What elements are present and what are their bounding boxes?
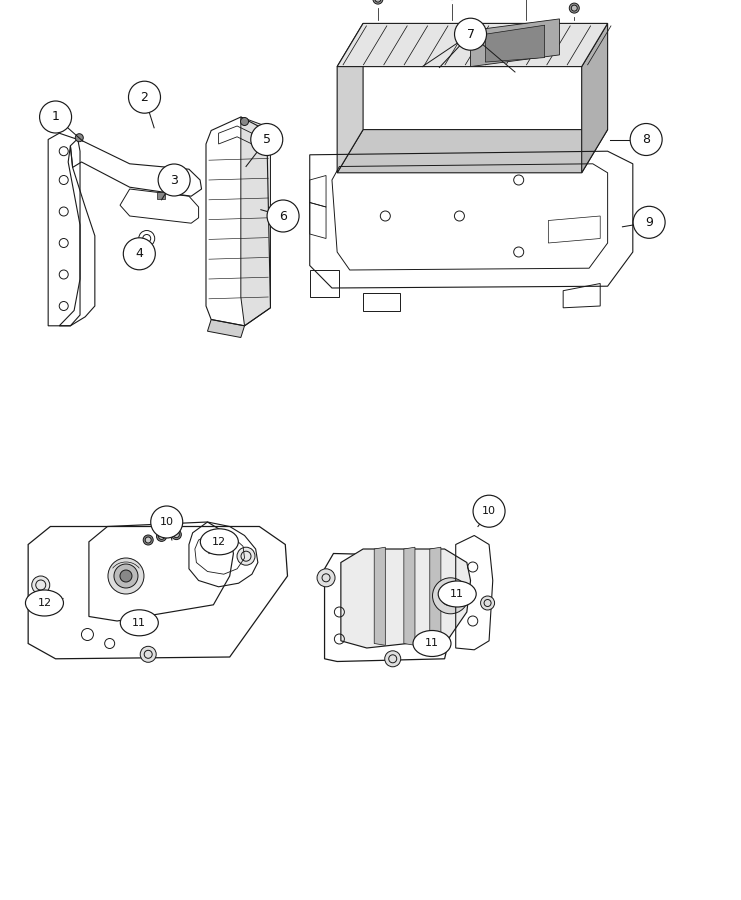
Text: 10: 10: [482, 506, 496, 517]
Ellipse shape: [200, 529, 239, 554]
Circle shape: [441, 586, 460, 606]
Text: 3: 3: [170, 174, 178, 186]
Circle shape: [473, 495, 505, 527]
Circle shape: [267, 200, 299, 232]
Circle shape: [114, 564, 138, 588]
Circle shape: [571, 5, 577, 11]
Text: 1: 1: [52, 111, 59, 123]
Polygon shape: [430, 547, 441, 645]
Text: 2: 2: [141, 91, 148, 104]
Circle shape: [385, 651, 401, 667]
Circle shape: [76, 134, 83, 141]
Circle shape: [481, 596, 494, 610]
Circle shape: [39, 101, 72, 133]
Polygon shape: [471, 19, 559, 67]
Polygon shape: [337, 23, 608, 67]
Polygon shape: [404, 547, 415, 645]
Polygon shape: [337, 130, 608, 173]
Text: 5: 5: [263, 133, 270, 146]
Text: 9: 9: [645, 216, 653, 229]
Text: 12: 12: [212, 536, 227, 547]
Polygon shape: [374, 547, 385, 645]
Circle shape: [32, 590, 50, 608]
Circle shape: [158, 164, 190, 196]
Text: 8: 8: [642, 133, 650, 146]
Text: 11: 11: [133, 617, 146, 628]
Polygon shape: [337, 23, 363, 173]
Circle shape: [454, 18, 487, 50]
Text: 11: 11: [425, 638, 439, 649]
Polygon shape: [241, 117, 270, 326]
Circle shape: [140, 646, 156, 662]
Polygon shape: [207, 320, 245, 338]
Text: 11: 11: [451, 589, 464, 599]
Circle shape: [375, 0, 381, 2]
Circle shape: [143, 535, 153, 545]
Polygon shape: [157, 192, 165, 199]
Polygon shape: [582, 23, 608, 173]
Text: 6: 6: [279, 210, 287, 222]
Circle shape: [108, 558, 144, 594]
Circle shape: [120, 570, 132, 582]
Ellipse shape: [120, 610, 159, 635]
Circle shape: [630, 123, 662, 156]
Ellipse shape: [25, 590, 64, 616]
Circle shape: [241, 118, 248, 125]
Circle shape: [156, 531, 167, 542]
Circle shape: [159, 534, 165, 539]
Circle shape: [145, 537, 151, 543]
Circle shape: [32, 576, 50, 594]
Circle shape: [123, 238, 156, 270]
Text: 4: 4: [136, 248, 143, 260]
Circle shape: [171, 529, 182, 540]
Polygon shape: [485, 25, 545, 62]
Circle shape: [433, 578, 468, 614]
Ellipse shape: [438, 581, 476, 607]
Circle shape: [633, 206, 665, 238]
Circle shape: [150, 506, 183, 538]
Circle shape: [173, 532, 179, 537]
Circle shape: [569, 3, 579, 14]
Circle shape: [128, 81, 161, 113]
Circle shape: [250, 123, 283, 156]
Text: 7: 7: [467, 28, 474, 40]
Text: 12: 12: [37, 598, 52, 608]
Polygon shape: [341, 549, 471, 648]
Text: 10: 10: [160, 517, 173, 527]
Circle shape: [373, 0, 383, 4]
Circle shape: [317, 569, 335, 587]
Ellipse shape: [413, 631, 451, 656]
Circle shape: [237, 547, 255, 565]
